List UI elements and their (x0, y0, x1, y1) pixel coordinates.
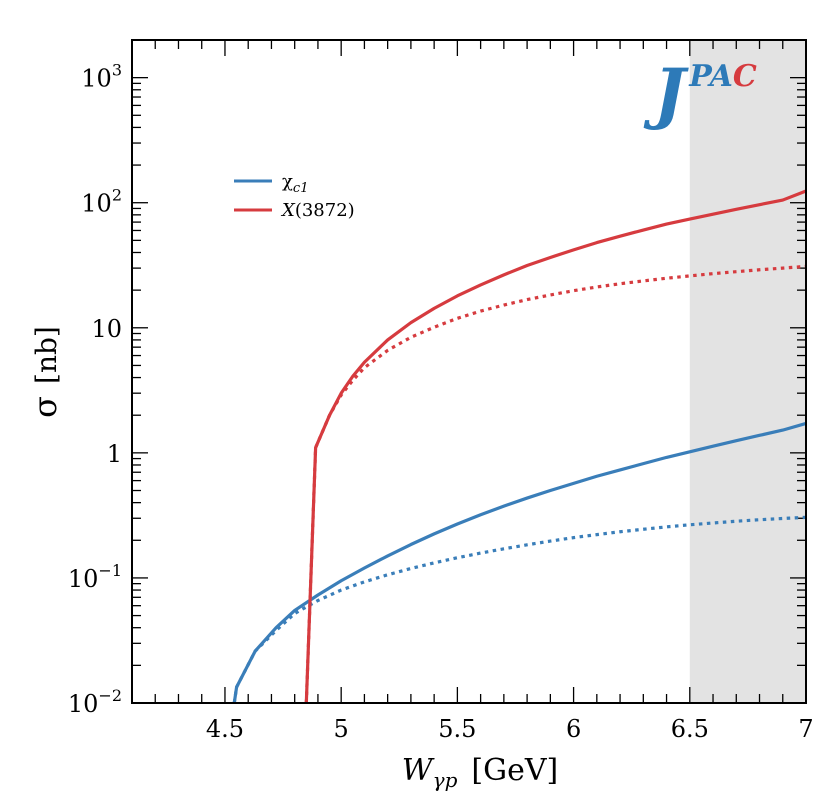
y-tick-base: 10 (68, 565, 99, 593)
x-tick-label: 6 (566, 715, 581, 743)
y-tick-label: 1 (107, 440, 122, 468)
x-axis-unit: [GeV] (471, 753, 558, 788)
y-tick-exponent: 2 (112, 186, 122, 205)
series-line-chi-c1 (232, 421, 806, 703)
series-line-x3872 (304, 189, 806, 703)
logo-letters-pa: PA (688, 59, 733, 94)
series-line-chi-c1-dotted (232, 515, 806, 703)
shaded-region (689, 40, 806, 703)
legend-chi-subscript: c1 (293, 181, 309, 196)
logo-letter-c: C (733, 59, 757, 94)
x-tick-label: 5 (334, 715, 349, 743)
x-axis-symbol: W (402, 753, 435, 788)
legend-x-symbol: X (280, 200, 296, 221)
y-tick-exponent: 3 (112, 61, 122, 80)
y-tick-base: 10 (81, 190, 112, 218)
y-tick-label: 102 (81, 186, 122, 218)
axis-ticks (131, 39, 807, 704)
y-tick-exponent: −1 (98, 561, 122, 580)
data-series (232, 189, 806, 703)
y-axis-symbol: σ (26, 396, 64, 418)
y-tick-exponent: −2 (98, 686, 122, 705)
legend-x-suffix: (3872) (295, 200, 355, 221)
logo-letter-j: J (643, 54, 689, 132)
series-line-x3872-dotted (304, 264, 806, 703)
x-axis-title: Wγp [GeV] (402, 753, 558, 792)
y-tick-label: 10 (91, 315, 122, 343)
legend-label-chi-c1: χc1 (282, 171, 308, 196)
y-tick-label: 10−2 (68, 686, 122, 718)
plot-frame (131, 39, 807, 704)
x-tick-label: 7 (798, 715, 813, 743)
legend: χc1 X(3872) (234, 171, 355, 221)
y-tick-base: 10 (81, 65, 112, 93)
x-tick-label: 5.5 (438, 715, 476, 743)
y-axis-unit: [nb] (30, 326, 63, 384)
x-tick-label: 6.5 (671, 715, 709, 743)
legend-chi-symbol: χ (282, 171, 293, 192)
y-tick-label: 10−1 (68, 561, 122, 593)
y-axis-title: σ [nb] (26, 326, 64, 418)
y-tick-base: 10 (68, 690, 99, 718)
legend-label-x3872: X(3872) (280, 200, 355, 221)
x-axis-subscript: γp (433, 768, 458, 792)
x-tick-label: 4.5 (206, 715, 244, 743)
y-tick-label: 103 (81, 61, 122, 93)
